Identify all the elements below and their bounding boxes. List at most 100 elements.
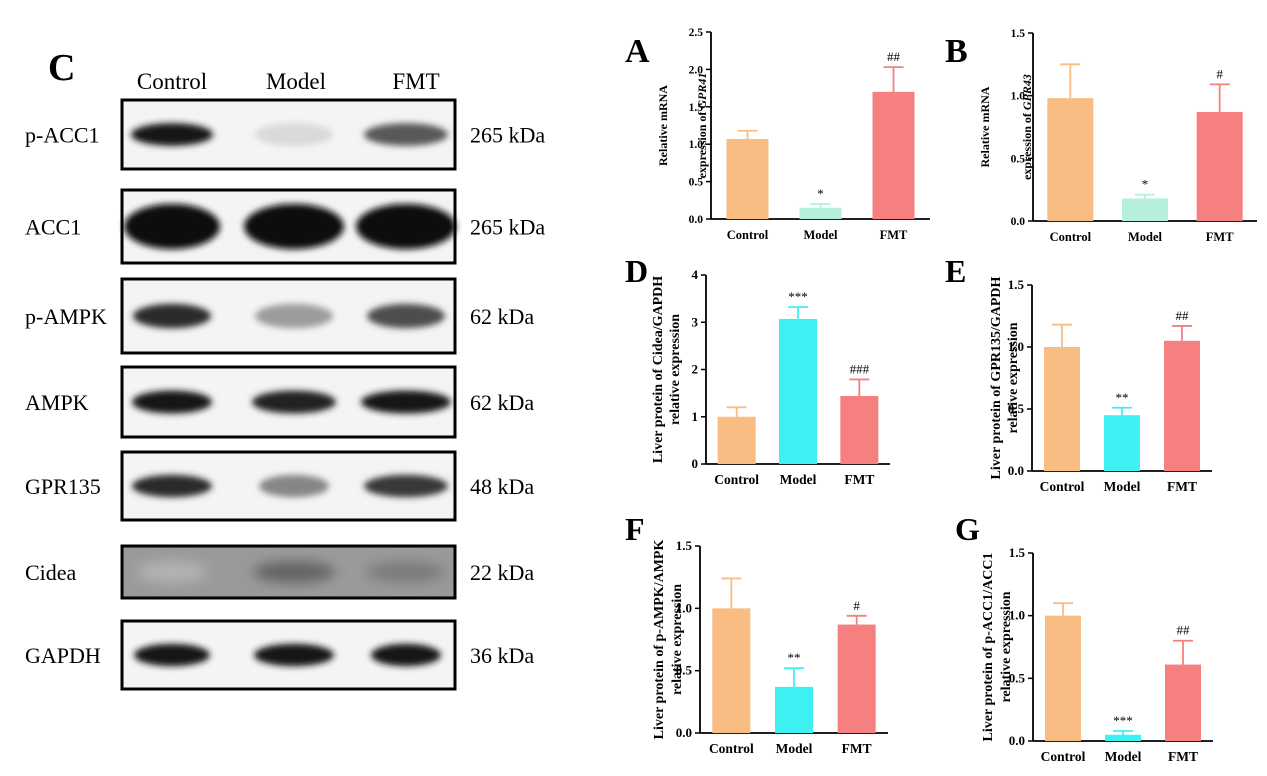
bar-control xyxy=(1044,347,1080,471)
blot-size-label: 48 kDa xyxy=(470,474,534,499)
x-category-label: Model xyxy=(776,741,813,756)
bar-control xyxy=(726,138,769,219)
y-tick-label: 0.5 xyxy=(1008,401,1025,416)
chart-panel-a: A 0.0 0.5 1.0 1.5 2.0 2.5 Control * Model ## FMT Rel… xyxy=(625,27,930,242)
significance-mark: ### xyxy=(850,361,870,376)
blot-row-gapdh: GAPDH 36 kDa xyxy=(25,619,534,691)
blot-band xyxy=(132,390,212,414)
significance-mark: *** xyxy=(1113,713,1133,728)
blot-band xyxy=(134,643,210,667)
lane-label-fmt: FMT xyxy=(392,69,439,94)
y-tick-label: 1.5 xyxy=(1008,277,1025,292)
y-tick-label: 1.0 xyxy=(1008,339,1024,354)
bar-fmt xyxy=(840,395,879,464)
y-tick-label: 1.0 xyxy=(689,139,704,151)
x-category-label: Model xyxy=(803,228,838,242)
y-axis-label-line: Liver protein of GPR135/GAPDH xyxy=(989,276,1004,479)
y-tick-label: 0.5 xyxy=(676,663,693,678)
blot-band xyxy=(131,123,213,146)
blot-panel-letter: C xyxy=(48,47,75,89)
blot-frame xyxy=(120,450,457,522)
bar-fmt xyxy=(837,624,876,733)
blot-size-label: 36 kDa xyxy=(470,643,534,668)
x-category-label: FMT xyxy=(1206,230,1234,244)
y-tick-label: 0.0 xyxy=(1011,216,1026,228)
blot-frame xyxy=(120,277,457,355)
x-category-label: FMT xyxy=(844,472,874,487)
y-tick-label: 1.5 xyxy=(1009,545,1026,560)
significance-mark: *** xyxy=(788,289,808,304)
y-axis-label-line: Relative mRNA xyxy=(656,85,670,166)
y-axis-label-line: expression of GPR43 xyxy=(1020,74,1034,180)
chart-panel-b: B 0.0 0.5 1.0 1.5 Control * Model # FMT Relative m… xyxy=(945,28,1257,244)
blot-protein-label: p-AMPK xyxy=(25,304,107,329)
bar-model xyxy=(1104,415,1140,471)
y-tick-label: 1.5 xyxy=(676,538,693,553)
blot-band xyxy=(253,561,335,583)
x-category-label: Model xyxy=(1104,479,1141,494)
y-tick-label: 0.0 xyxy=(676,725,692,740)
y-tick-label: 1.5 xyxy=(689,102,704,114)
significance-mark: ** xyxy=(788,650,801,665)
chart-panel-f: F 0.0 0.5 1.0 1.5 Control ** Model # FMT Liver pro… xyxy=(625,511,888,756)
blot-row-p-acc1: p-ACC1 265 kDa xyxy=(25,98,545,171)
blot-frame xyxy=(120,98,457,171)
y-tick-label: 0 xyxy=(692,456,699,471)
panel-letter: D xyxy=(625,253,648,289)
y-tick-label: 1.0 xyxy=(676,600,692,615)
y-axis-label-line: Liver protein of p-AMPK/AMPK xyxy=(652,540,667,740)
x-category-label: Control xyxy=(714,472,759,487)
blot-band xyxy=(364,123,448,146)
y-tick-label: 0.0 xyxy=(689,214,704,226)
blot-band xyxy=(252,390,336,414)
chart-panel-g: G 0.0 0.5 1.0 1.5 Control *** Model ## FMT Liver p… xyxy=(955,511,1213,764)
chart-panel-d: D 0 1 2 3 4 Control *** Model ### FMT Liver protein… xyxy=(625,253,890,487)
x-category-label: Model xyxy=(1128,230,1163,244)
blot-size-label: 62 kDa xyxy=(470,390,534,415)
blot-protein-label: GAPDH xyxy=(25,643,101,668)
blot-row-cidea: Cidea 22 kDa xyxy=(25,544,534,600)
blot-band xyxy=(255,303,333,329)
bar-model xyxy=(779,318,817,464)
significance-mark: * xyxy=(1142,177,1149,192)
y-tick-label: 0.5 xyxy=(1009,670,1026,685)
significance-mark: * xyxy=(817,186,824,201)
bar-chart-panels: A0.00.51.01.52.02.5Control*Model##FMTRel… xyxy=(625,27,1257,764)
blot-band xyxy=(367,303,445,329)
blot-row-ampk: AMPK 62 kDa xyxy=(25,365,534,439)
bar-fmt xyxy=(872,91,915,219)
x-category-label: FMT xyxy=(842,741,872,756)
bar-fmt xyxy=(1196,111,1243,221)
blot-band xyxy=(255,123,333,146)
y-axis-label-line: relative expression xyxy=(670,584,685,695)
y-tick-label: 4 xyxy=(692,267,699,282)
y-tick-label: 1 xyxy=(692,409,699,424)
blot-band xyxy=(254,643,334,667)
blot-frame xyxy=(120,365,457,439)
y-tick-label: 2.0 xyxy=(689,64,704,76)
blot-protein-label: GPR135 xyxy=(25,474,101,499)
x-category-label: Control xyxy=(1050,230,1092,244)
y-axis-label-line: relative expression xyxy=(999,591,1014,702)
y-tick-label: 1.0 xyxy=(1011,91,1026,103)
y-axis-label-line: expression of GPR41 xyxy=(695,73,709,179)
x-category-label: Model xyxy=(780,472,817,487)
blot-frame xyxy=(120,188,457,265)
blot-size-label: 265 kDa xyxy=(470,123,545,148)
bar-control xyxy=(712,608,751,733)
x-category-label: Control xyxy=(1040,479,1085,494)
blot-band xyxy=(364,474,448,498)
y-tick-label: 3 xyxy=(692,314,699,329)
blot-band xyxy=(366,561,446,583)
blot-band xyxy=(356,203,456,250)
bar-fmt xyxy=(1165,664,1201,741)
y-tick-label: 0.5 xyxy=(1011,153,1026,165)
blot-size-label: 22 kDa xyxy=(470,560,534,585)
blot-band xyxy=(124,203,220,250)
x-category-label: Control xyxy=(727,228,769,242)
blot-band xyxy=(259,474,329,498)
blot-size-label: 265 kDa xyxy=(470,215,545,240)
blot-protein-label: ACC1 xyxy=(25,215,81,240)
chart-panel-e: E 0.0 0.5 1.0 1.5 Control ** Model ## FMT Liver pr… xyxy=(945,253,1212,494)
